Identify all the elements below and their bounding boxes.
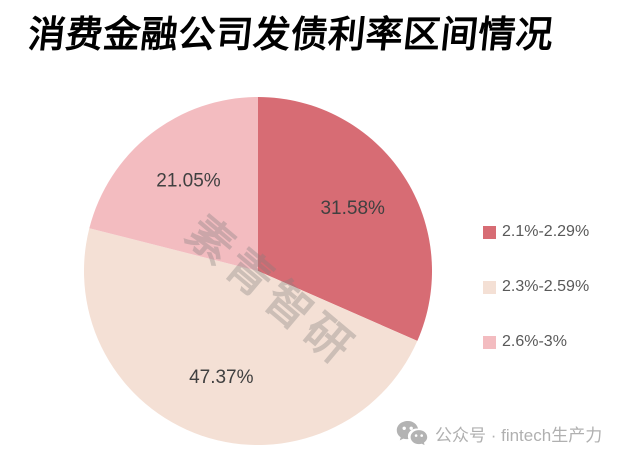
legend-item: 2.6%-3%: [483, 333, 589, 351]
legend-item-label: 2.1%-2.29%: [502, 223, 590, 240]
legend-swatch: [483, 280, 496, 294]
footer: 公众号 · fintech生产力: [396, 420, 602, 446]
slice-percent-label: 31.58%: [320, 198, 385, 219]
legend-item: 2.3%-2.59%: [483, 278, 589, 296]
legend-swatch: [483, 335, 496, 349]
legend-swatch: [483, 225, 496, 239]
legend-item: 2.1%-2.29%: [483, 223, 589, 241]
pie-slice: [258, 97, 433, 341]
legend-item-label: 2.3%-2.59%: [502, 278, 590, 295]
slice-percent-label: 47.37%: [189, 367, 254, 388]
footer-label: 公众号 · fintech生产力: [435, 425, 603, 445]
wechat-icon: [396, 421, 428, 446]
slice-percent-label: 21.05%: [156, 171, 221, 192]
pie-slice: [89, 97, 258, 271]
pie-slice: [83, 228, 418, 446]
legend: 2.1%-2.29% 2.3%-2.59% 2.6%-3%: [483, 223, 589, 388]
legend-item-label: 2.6%-3%: [502, 333, 567, 350]
